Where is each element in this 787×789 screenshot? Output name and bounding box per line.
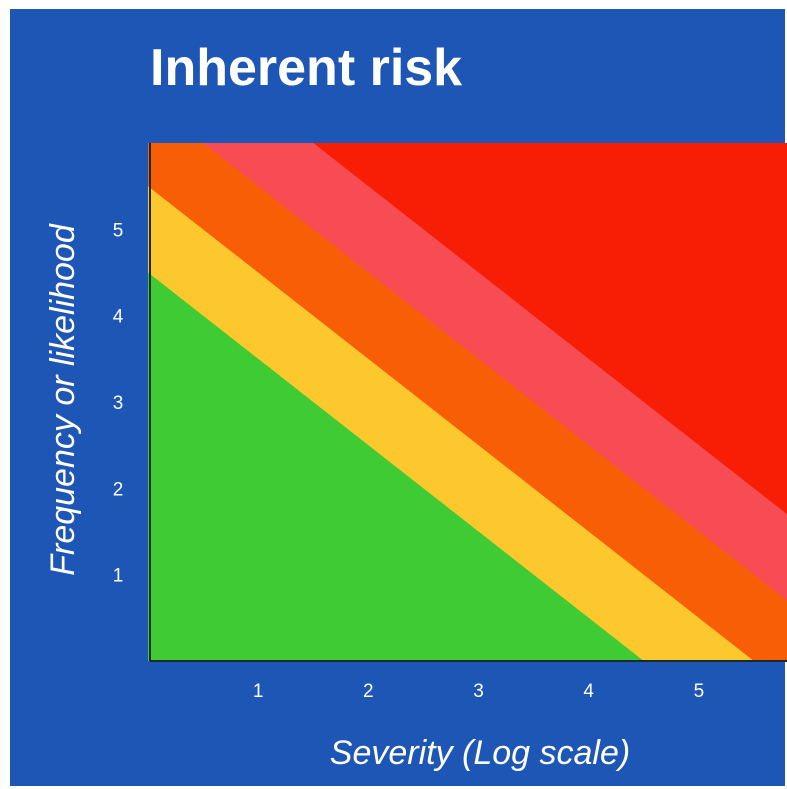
y-tick-labels: 1 2 3 4 5 <box>113 220 124 586</box>
risk-bands <box>148 143 787 661</box>
y-tick-label: 5 <box>113 220 124 241</box>
y-tick-label: 3 <box>113 393 124 414</box>
x-axis-title: Severity (Log scale) <box>330 734 630 772</box>
x-tick-label: 4 <box>583 681 594 702</box>
x-tick-labels: 1 2 3 4 5 <box>253 681 704 702</box>
band-low <box>148 272 644 661</box>
y-tick-label: 1 <box>113 566 124 587</box>
x-tick-label: 1 <box>253 681 264 702</box>
x-tick-label: 2 <box>363 681 374 702</box>
x-tick-label: 5 <box>694 681 705 702</box>
chart-title: Inherent risk <box>150 39 463 97</box>
x-tick-label: 3 <box>473 681 484 702</box>
y-tick-label: 4 <box>113 307 124 328</box>
y-axis-title: Frequency or likelihood <box>44 223 82 576</box>
y-tick-label: 2 <box>113 479 124 500</box>
